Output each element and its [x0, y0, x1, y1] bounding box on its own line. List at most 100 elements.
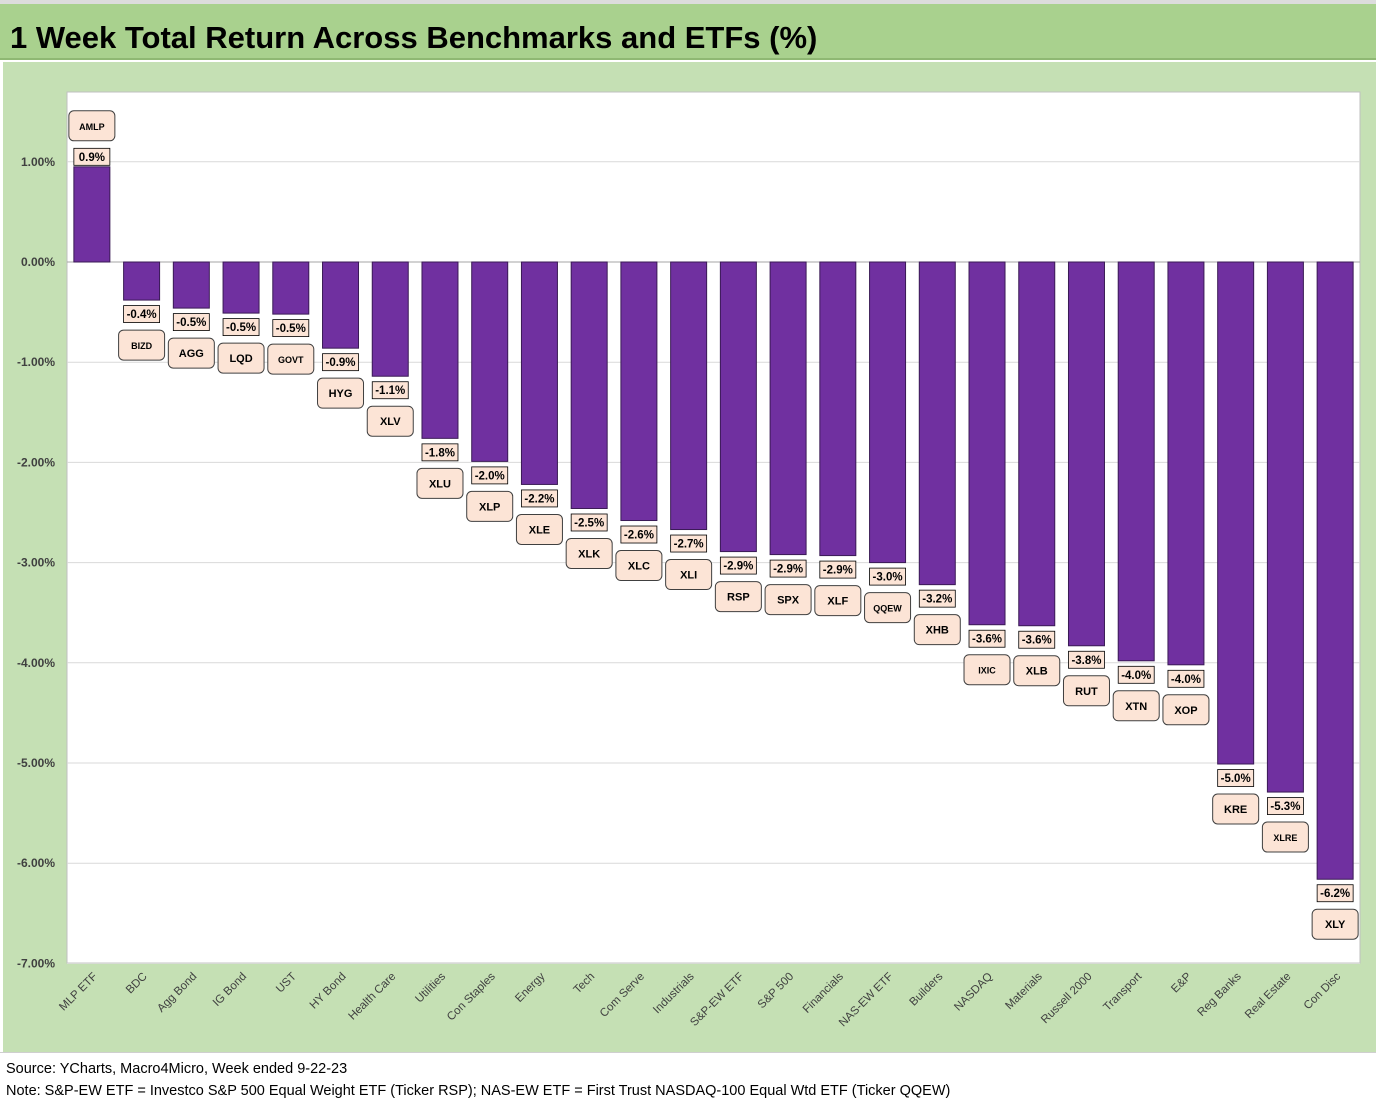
ticker-label-box	[864, 592, 912, 624]
bar	[1117, 261, 1155, 662]
value-label-box	[1217, 769, 1255, 787]
x-category-label: Com Serve	[598, 971, 647, 1020]
x-category-label: UST	[274, 971, 299, 996]
ticker-label-box	[963, 654, 1011, 686]
ticker-label: BIZD	[131, 341, 152, 351]
ticker-label-box	[565, 537, 613, 569]
value-label: -2.2%	[524, 493, 554, 505]
value-label-box	[421, 443, 459, 462]
bar	[1067, 261, 1105, 647]
bar	[670, 261, 708, 531]
value-label: -3.6%	[972, 634, 1002, 646]
x-category-label: Real Estate	[1243, 971, 1294, 1022]
ticker-label-box	[366, 405, 414, 437]
ticker-label: XLB	[1026, 666, 1048, 678]
value-label: -1.1%	[375, 385, 405, 397]
ticker-label: XLY	[1325, 919, 1346, 931]
value-label-box	[719, 556, 757, 575]
bar	[1316, 261, 1354, 880]
chart-title: 1 Week Total Return Across Benchmarks an…	[10, 20, 818, 55]
value-label: -2.9%	[823, 565, 853, 577]
x-category-label: E&P	[1169, 970, 1194, 995]
title-bar: 1 Week Total Return Across Benchmarks an…	[0, 4, 1376, 60]
ticker-label: XTN	[1125, 701, 1147, 713]
ticker-label: KRE	[1224, 804, 1247, 816]
ticker-label: XLRE	[1273, 833, 1297, 843]
ticker-label-box	[714, 581, 762, 613]
bar	[769, 261, 807, 556]
bar	[272, 261, 310, 315]
value-label: -2.0%	[475, 470, 505, 482]
value-label: -5.3%	[1270, 801, 1300, 813]
ticker-label: XLK	[578, 548, 600, 560]
ticker-label: XLV	[380, 416, 401, 428]
plot-area	[66, 91, 1361, 964]
bar	[1167, 261, 1205, 666]
x-category-label: Transport	[1101, 970, 1145, 1014]
x-category-label: IG Bond	[211, 971, 249, 1009]
value-label: -3.2%	[922, 594, 952, 606]
ticker-label-box	[1261, 821, 1309, 853]
y-tick-label: -6.00%	[17, 856, 55, 870]
footer: Source: YCharts, Macro4Micro, Week ended…	[0, 1052, 1376, 1106]
value-label-box	[819, 560, 857, 579]
value-label: -0.5%	[276, 323, 306, 335]
x-category-label: Reg Banks	[1196, 970, 1244, 1018]
y-tick-label: -1.00%	[17, 355, 55, 369]
ticker-label: XOP	[1174, 705, 1197, 717]
ticker-label-box	[1212, 793, 1260, 825]
value-label: -2.6%	[624, 530, 654, 542]
value-label-box	[869, 567, 906, 586]
value-label: -5.0%	[1221, 773, 1251, 785]
value-label: -3.0%	[873, 572, 903, 584]
value-label-box	[968, 629, 1006, 648]
ticker-label: XLC	[628, 561, 650, 573]
value-label-box	[371, 381, 409, 400]
x-category-label: NASDAQ	[952, 971, 995, 1014]
value-label: -0.9%	[325, 357, 355, 369]
bar	[322, 261, 360, 349]
ticker-label-box	[466, 490, 514, 522]
column-header-strip	[0, 0, 1376, 4]
value-label-box	[123, 305, 160, 323]
y-tick-label: 0.00%	[21, 255, 55, 269]
ticker-label-box	[913, 614, 961, 646]
ticker-label: HYG	[329, 388, 353, 400]
value-label-box	[1316, 884, 1354, 903]
definition-note: Note: S&P-EW ETF = Investco S&P 500 Equa…	[6, 1083, 951, 1099]
bar	[620, 261, 658, 522]
ticker-label-box	[68, 110, 116, 142]
ticker-label: QQEW	[873, 604, 902, 614]
ticker-label: XHB	[926, 625, 949, 637]
value-label-box	[322, 353, 359, 372]
ticker-label: GOVT	[278, 355, 304, 365]
value-label-box	[1068, 650, 1105, 669]
bar	[222, 261, 260, 314]
value-label-box	[570, 513, 608, 532]
value-label: -1.8%	[425, 447, 455, 459]
y-tick-label: -5.00%	[17, 756, 55, 770]
value-label: -0.4%	[127, 309, 157, 321]
ticker-label-box	[416, 467, 464, 499]
value-label: -2.9%	[723, 561, 753, 573]
y-tick-label: -2.00%	[17, 455, 55, 469]
bar	[719, 261, 757, 553]
y-tick-label: -3.00%	[17, 556, 55, 570]
value-label: -0.5%	[176, 317, 206, 329]
ticker-label-box	[1112, 690, 1160, 722]
x-category-label: Agg Bond	[155, 971, 199, 1015]
value-label-box	[471, 466, 509, 485]
value-label: -2.9%	[773, 564, 803, 576]
x-category-label: Con Disc	[1302, 970, 1344, 1012]
ticker-label: LQD	[229, 353, 252, 365]
bar	[819, 261, 857, 557]
bar	[421, 261, 459, 439]
ticker-label: AMLP	[79, 122, 105, 132]
x-category-label: Health Care	[346, 971, 398, 1023]
value-label-box	[521, 489, 558, 508]
ticker-label-box	[1062, 675, 1110, 707]
value-label: 0.9%	[79, 152, 105, 164]
bar	[1018, 261, 1056, 627]
value-label: -2.5%	[574, 517, 604, 529]
x-category-label: Tech	[572, 971, 598, 997]
